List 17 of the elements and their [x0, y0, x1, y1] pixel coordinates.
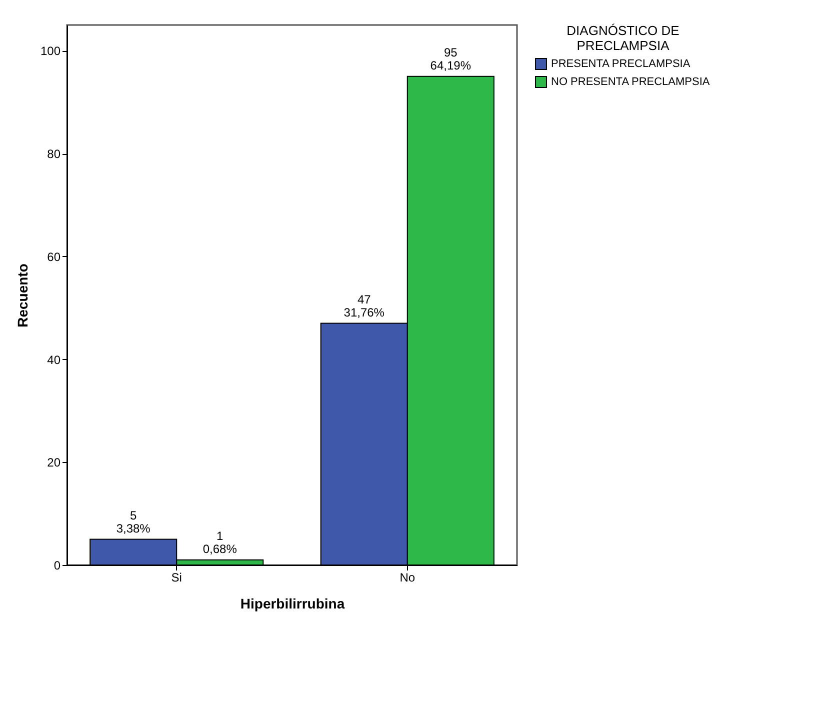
y-tick-label: 80	[47, 147, 61, 162]
data-label: 5 3,38%	[116, 508, 151, 536]
x-axis-title: Hiperbilirrubina	[240, 596, 345, 612]
y-tick-label: 60	[47, 250, 61, 264]
legend-label: NO PRESENTA PRECLAMPSIA	[551, 76, 710, 88]
y-tick-label: 20	[47, 456, 61, 470]
x-tick-label: Si	[171, 570, 182, 584]
y-tick-label: 40	[47, 352, 61, 367]
y-axis-title: Recuento	[14, 264, 30, 328]
x-tick-label: No	[400, 570, 416, 584]
data-label: 95 64,19%	[430, 45, 472, 72]
y-tick-label: 100	[40, 44, 61, 58]
data-label: 1 0,68%	[202, 528, 238, 556]
legend-label: PRESENTA PRECLAMPSIA	[551, 58, 691, 70]
y-tick-label: 0	[54, 558, 61, 572]
data-label: 47 31,76%	[344, 292, 385, 320]
legend-title: DIAGNÓSTICO DE PRECLAMPSIA	[566, 23, 680, 53]
